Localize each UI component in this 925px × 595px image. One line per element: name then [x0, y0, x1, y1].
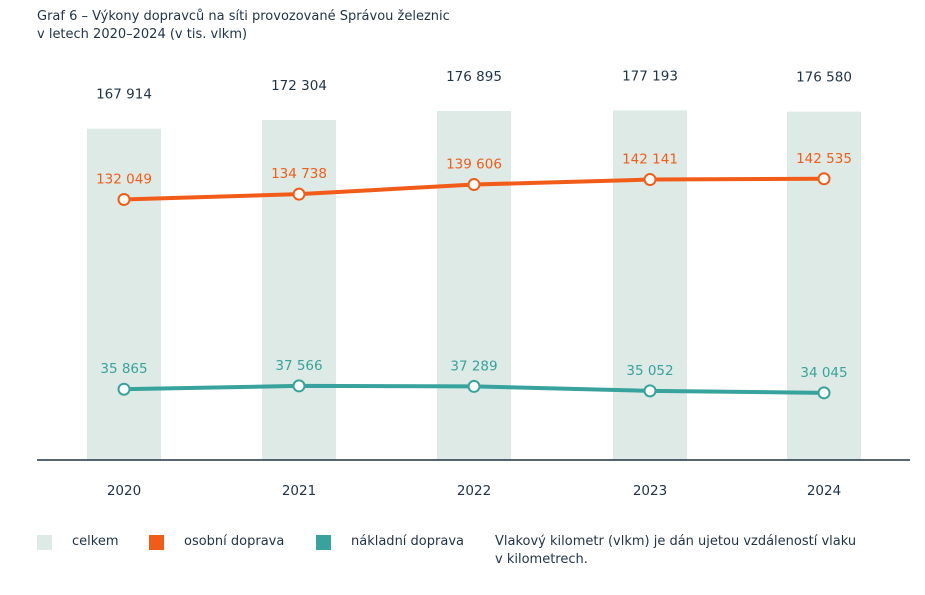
legend-label-osobni: osobní doprava — [184, 534, 285, 549]
data-label-osobni-2020: 132 049 — [96, 171, 152, 187]
footnote-line-1: Vlakový kilometr (vlkm) je dán ujetou vz… — [495, 534, 857, 549]
legend-swatch-nakladni — [316, 535, 331, 550]
x-tick-label-2020: 2020 — [107, 483, 141, 499]
footnote-line-2: v kilometrech. — [495, 552, 588, 567]
bar-label-celkem-2021: 172 304 — [271, 78, 327, 94]
bar-celkem-2020 — [87, 128, 161, 460]
x-tick-label-2023: 2023 — [633, 483, 667, 499]
legend-swatch-celkem — [37, 535, 52, 550]
data-label-osobni-2024: 142 535 — [796, 151, 852, 167]
bar-celkem-2022 — [437, 110, 511, 460]
combo-chart: 167 914 172 304 176 895 177 193 176 580 132 0… — [37, 68, 910, 499]
data-label-osobni-2022: 139 606 — [446, 157, 502, 173]
point-nakladni-2020 — [117, 382, 131, 396]
data-label-osobni-2023: 142 141 — [622, 152, 678, 168]
point-osobni-2020 — [117, 192, 131, 206]
bar-label-celkem-2024: 176 580 — [796, 70, 852, 86]
data-label-nakladni-2020: 35 865 — [100, 361, 147, 377]
chart-title-line-1: Graf 6 – Výkony dopravců na síti provozo… — [37, 9, 450, 24]
legend-item-osobni: osobní doprava — [149, 532, 284, 554]
bar-celkem-2021 — [262, 120, 336, 461]
bar-label-celkem-2023: 177 193 — [622, 68, 678, 84]
legend-item-celkem: celkem — [37, 532, 118, 554]
bar-celkem-2023 — [613, 110, 687, 461]
point-nakladni-2023 — [643, 384, 657, 398]
data-label-nakladni-2023: 35 052 — [626, 363, 673, 379]
bar-label-celkem-2022: 176 895 — [446, 69, 502, 85]
legend-label-celkem: celkem — [72, 534, 119, 549]
bar-label-celkem-2020: 167 914 — [96, 87, 152, 103]
x-tick-label-2022: 2022 — [457, 483, 491, 499]
data-label-nakladni-2022: 37 289 — [450, 358, 497, 374]
point-osobni-2023 — [643, 173, 657, 187]
data-label-osobni-2021: 134 738 — [271, 166, 327, 182]
point-osobni-2021 — [292, 187, 306, 201]
footnote: Vlakový kilometr (vlkm) je dán ujetou vz… — [495, 533, 895, 569]
legend-swatch-osobni — [149, 535, 164, 550]
x-tick-label-2021: 2021 — [282, 483, 316, 499]
chart-title: Graf 6 – Výkony dopravců na síti provozo… — [37, 8, 450, 44]
point-osobni-2024 — [817, 172, 831, 186]
point-nakladni-2021 — [292, 379, 306, 393]
point-osobni-2022 — [467, 178, 481, 192]
legend-item-nakladni: nákladní doprava — [316, 532, 464, 554]
point-nakladni-2022 — [467, 379, 481, 393]
data-label-nakladni-2021: 37 566 — [275, 358, 322, 374]
data-label-nakladni-2024: 34 045 — [800, 365, 847, 381]
bar-celkem-2024 — [787, 111, 861, 460]
legend-label-nakladni: nákladní doprava — [351, 534, 464, 549]
x-tick-label-2024: 2024 — [807, 483, 841, 499]
point-nakladni-2024 — [817, 386, 831, 400]
chart-title-line-2: v letech 2020–2024 (v tis. vlkm) — [37, 27, 248, 42]
